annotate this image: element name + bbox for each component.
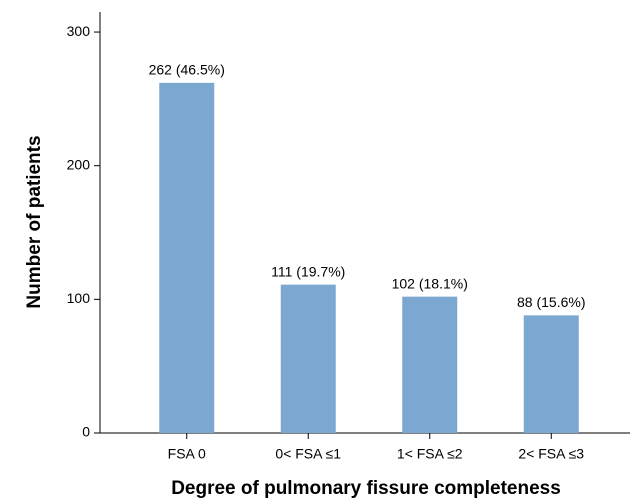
y-tick-label: 200 bbox=[67, 156, 91, 172]
bar bbox=[159, 82, 215, 433]
data-label: 102 (18.1%) bbox=[392, 275, 468, 291]
data-label: 111 (19.7%) bbox=[271, 263, 345, 279]
y-tick-label: 300 bbox=[67, 23, 91, 39]
x-tick-label: FSA 0 bbox=[168, 446, 206, 462]
x-axis-title: Degree of pulmonary fissure completeness bbox=[171, 478, 561, 499]
bar bbox=[402, 296, 458, 433]
bar bbox=[523, 315, 579, 433]
y-axis-title: Number of patients bbox=[24, 135, 45, 308]
data-label: 88 (15.6%) bbox=[517, 294, 585, 310]
x-tick-label: 1< FSA ≤2 bbox=[397, 446, 463, 462]
y-tick-label: 0 bbox=[82, 424, 90, 440]
x-tick-label: 2< FSA ≤3 bbox=[518, 446, 584, 462]
data-label: 262 (46.5%) bbox=[149, 62, 225, 78]
bar bbox=[280, 284, 336, 433]
y-tick-label: 100 bbox=[67, 290, 91, 306]
x-tick-label: 0< FSA ≤1 bbox=[275, 446, 341, 462]
